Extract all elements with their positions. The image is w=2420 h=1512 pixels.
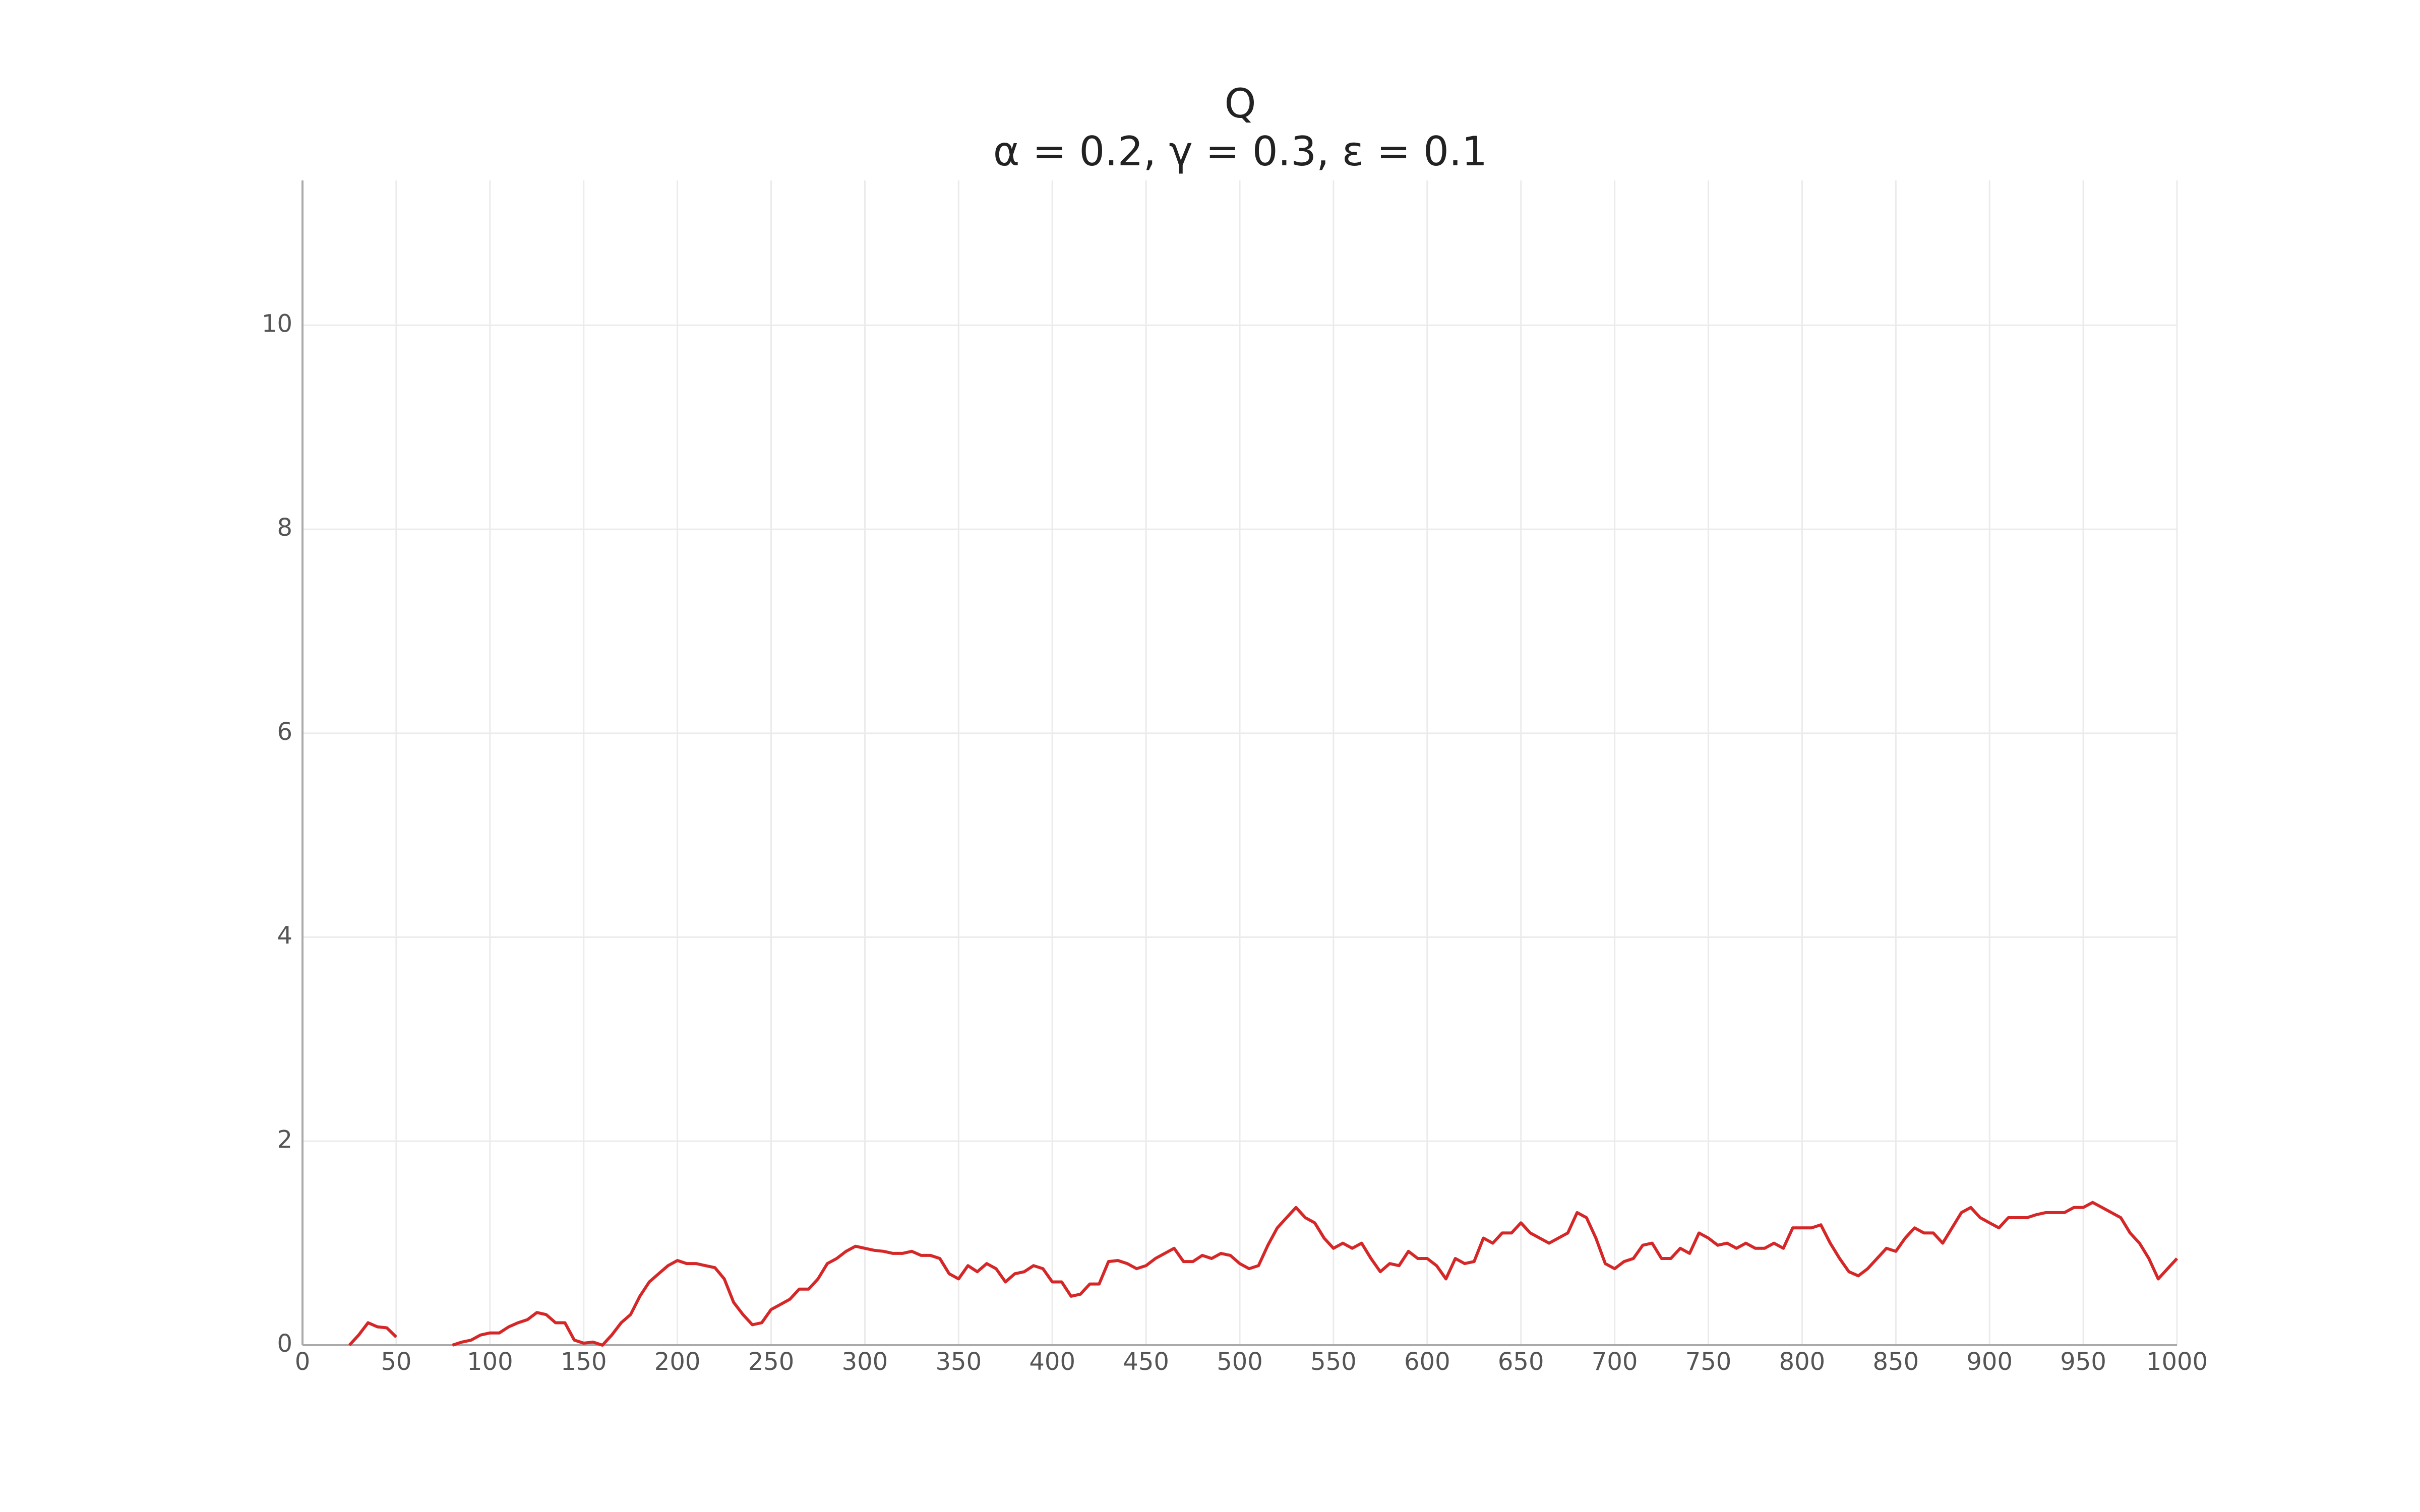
x-tick-label: 1000: [2146, 1348, 2208, 1376]
y-tick-label: 2: [277, 1125, 292, 1154]
x-tick-label: 700: [1592, 1348, 1638, 1376]
x-tick-label: 750: [1685, 1348, 1732, 1376]
y-tick-label: 8: [277, 514, 292, 542]
chart-title: Q: [1225, 80, 1256, 127]
x-tick-label: 250: [748, 1348, 795, 1376]
x-tick-label: 350: [935, 1348, 982, 1376]
x-tick-label: 100: [467, 1348, 513, 1376]
x-tick-label: 550: [1310, 1348, 1357, 1376]
x-tick-label: 150: [561, 1348, 607, 1376]
y-tick-label: 0: [277, 1330, 292, 1358]
x-tick-label: 950: [2060, 1348, 2106, 1376]
x-tick-label: 800: [1779, 1348, 1826, 1376]
line: [348, 1201, 2179, 1347]
y-tick-label: 10: [262, 309, 292, 338]
x-tick-label: 850: [1872, 1348, 1919, 1376]
x-tick-label: 500: [1217, 1348, 1263, 1376]
y-tick-label: 4: [277, 922, 292, 950]
x-tick-label: 600: [1404, 1348, 1450, 1376]
grid: [301, 180, 2178, 1346]
plot-area: [348, 1201, 2179, 1347]
x-tick-label: 400: [1029, 1348, 1075, 1376]
x-tick-label: 200: [654, 1348, 701, 1376]
x-tick-label: 450: [1123, 1348, 1169, 1376]
chart-subtitle: α = 0.2, γ = 0.3, ε = 0.1: [993, 128, 1487, 175]
x-tick-label: 650: [1498, 1348, 1544, 1376]
x-tick-label: 300: [842, 1348, 888, 1376]
y-tick-label: 6: [277, 718, 292, 746]
x-tick-label: 900: [1966, 1348, 2013, 1376]
x-tick-label: 0: [295, 1348, 311, 1376]
x-tick-label: 50: [381, 1348, 411, 1376]
